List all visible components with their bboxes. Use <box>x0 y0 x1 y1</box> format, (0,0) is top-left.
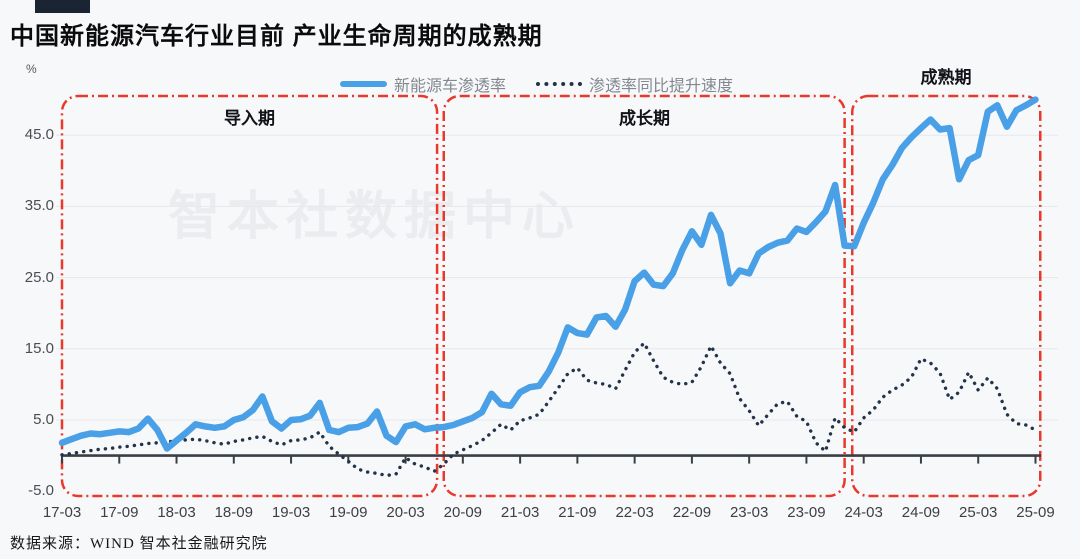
penetration-rate-line <box>58 96 1039 452</box>
phase-label-introduction: 导入期 <box>224 109 275 128</box>
legend: 新能源车渗透率 渗透率同比提升速度 <box>340 72 733 96</box>
y-axis-label: 5.0 <box>33 411 54 428</box>
x-axis-label: 17-09 <box>100 504 139 521</box>
x-axis-label: 19-03 <box>271 504 311 521</box>
brand-badge <box>35 0 90 13</box>
x-axis-label: 21-03 <box>500 504 540 521</box>
x-axis-label: 18-03 <box>157 504 196 521</box>
x-axis-label: 24-09 <box>901 504 941 521</box>
x-axis-label: 22-09 <box>672 504 712 521</box>
legend-label: 渗透率同比提升速度 <box>589 78 734 95</box>
phase-label-growth: 成长期 <box>619 109 670 128</box>
x-axis-label: 20-09 <box>443 504 483 521</box>
phase-box <box>850 94 1042 498</box>
data-source: 数据来源：WIND 智本社金融研究院 <box>10 536 268 552</box>
x-axis-label: 24-03 <box>844 504 883 521</box>
y-axis-unit: % <box>26 62 37 76</box>
phase-box <box>442 94 846 498</box>
legend-item-yoy: 渗透率同比提升速度 <box>536 72 733 96</box>
y-axis-label: -5.0 <box>28 482 54 500</box>
y-axis-label: 45.0 <box>24 126 54 144</box>
x-axis-label: 20-03 <box>386 504 425 521</box>
legend-label: 新能源车渗透率 <box>394 78 507 95</box>
watermark: 智本社数据中心 <box>168 188 582 246</box>
x-axis-label: 22-03 <box>615 504 654 521</box>
y-axis-label: 25.0 <box>24 268 54 286</box>
page-title: 中国新能源汽车行业目前 产业生命周期的成熟期 <box>10 23 543 50</box>
solid-line-swatch-icon <box>340 81 387 87</box>
legend-item-penetration: 新能源车渗透率 <box>340 72 506 96</box>
x-axis-label: 17-03 <box>42 504 82 521</box>
x-axis-label: 23-09 <box>787 504 826 521</box>
phase-box <box>60 94 439 498</box>
x-axis-label: 21-09 <box>558 504 597 521</box>
y-axis-label: 35.0 <box>24 197 54 215</box>
dotted-line-swatch-icon <box>536 82 583 86</box>
y-axis-label: 15.0 <box>24 339 54 357</box>
x-axis-label: 25-09 <box>1016 504 1055 521</box>
x-axis-label: 23-03 <box>729 504 769 521</box>
x-axis-label: 18-09 <box>214 504 253 521</box>
phase-label-maturity: 成熟期 <box>920 68 972 87</box>
x-axis-label: 19-09 <box>329 504 368 521</box>
x-axis-label: 25-03 <box>959 504 998 521</box>
